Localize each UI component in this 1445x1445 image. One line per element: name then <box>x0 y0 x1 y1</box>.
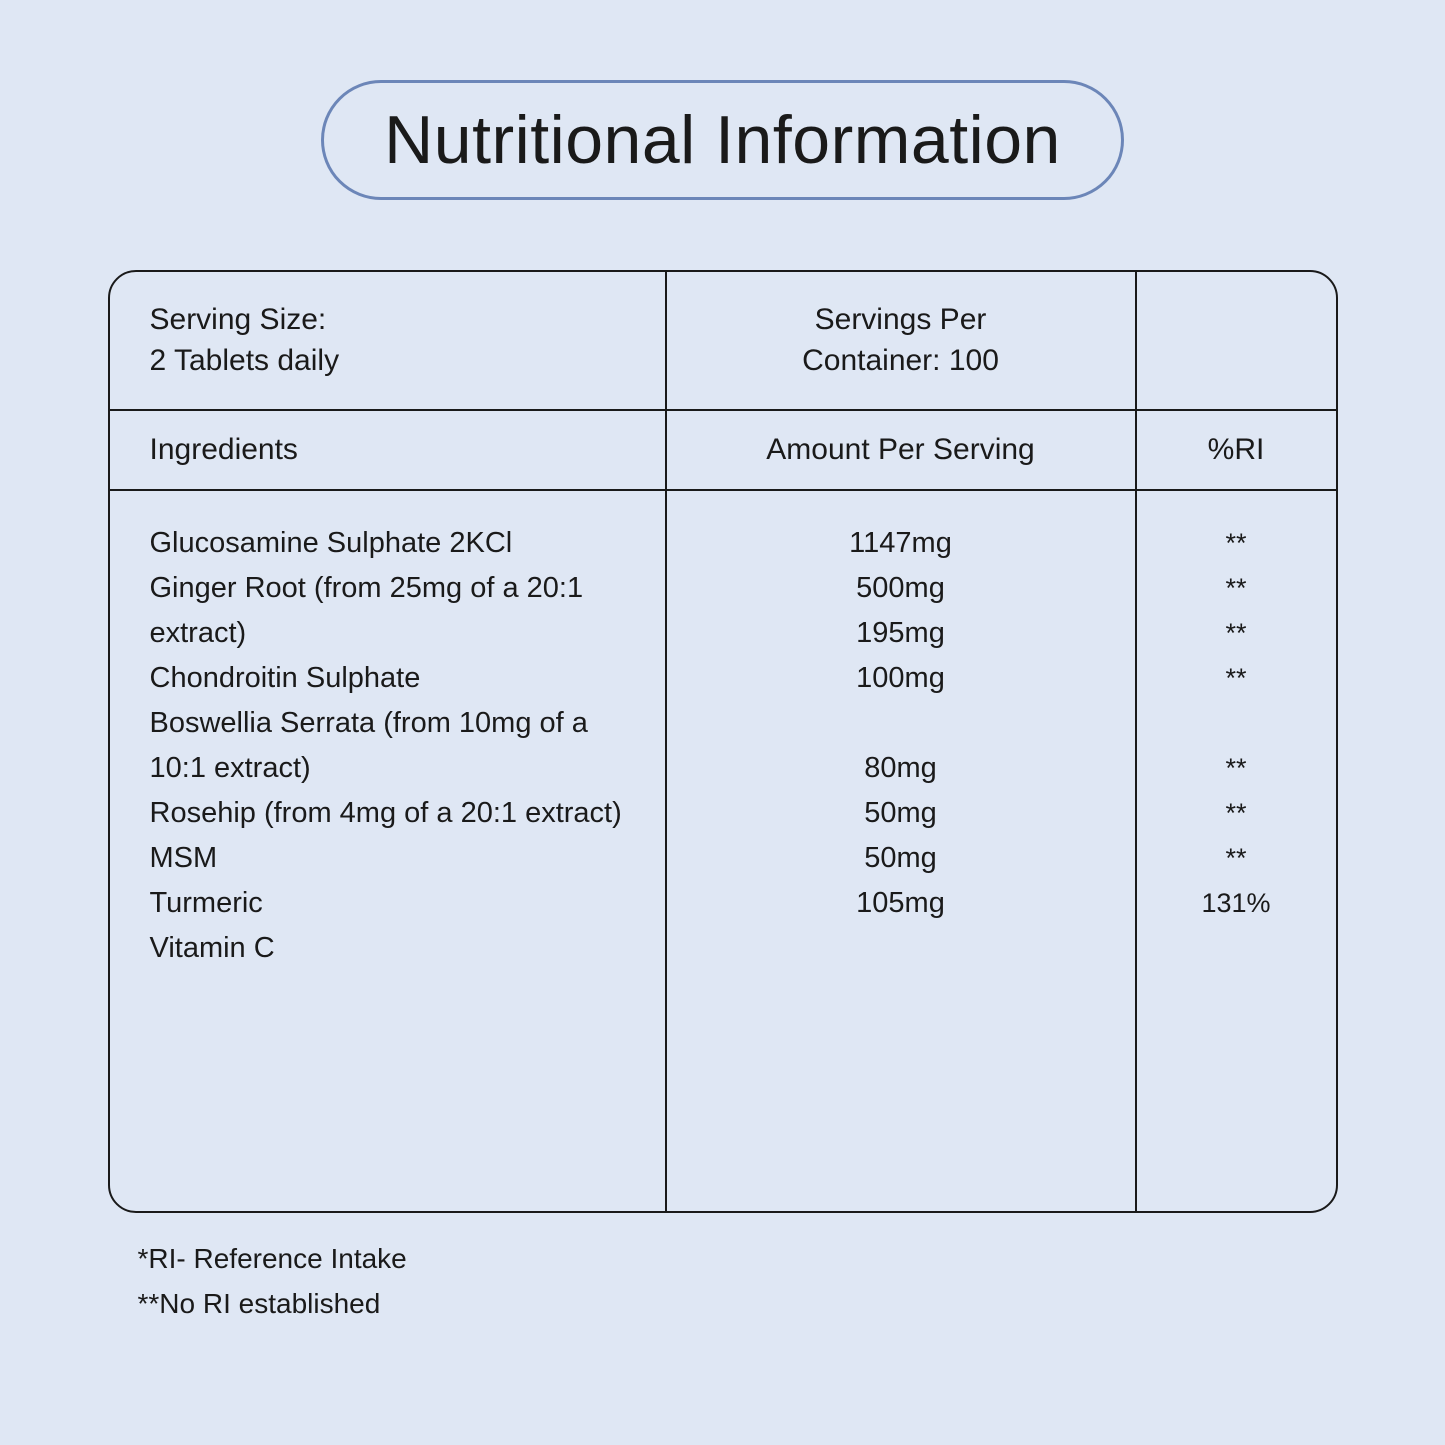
header-amount: Amount Per Serving <box>665 411 1135 489</box>
ingredient-name: Vitamin C <box>150 926 625 971</box>
ingredient-ri: ** <box>1147 521 1326 566</box>
page-title: Nutritional Information <box>384 101 1061 179</box>
ingredient-name: Chondroitin Sulphate <box>150 656 625 701</box>
ingredient-amount: 50mg <box>687 836 1115 881</box>
ingredient-ri: ** <box>1147 836 1326 881</box>
ingredient-amount: 80mg <box>687 746 1115 791</box>
servings-per-value: Container: 100 <box>707 341 1095 382</box>
header-row: Ingredients Amount Per Serving %RI <box>110 411 1336 491</box>
ingredient-name: Turmeric <box>150 881 625 926</box>
footnote-ri: *RI- Reference Intake <box>138 1237 1338 1282</box>
serving-size-label: Serving Size: <box>150 300 625 341</box>
ingredient-amount: 50mg <box>687 791 1115 836</box>
serving-blank-cell <box>1135 272 1336 409</box>
ingredients-column: Glucosamine Sulphate 2KClGinger Root (fr… <box>110 491 665 1211</box>
ingredient-name: Boswellia Serrata (from 10mg of a 10:1 e… <box>150 701 625 791</box>
ingredient-amount: 100mg <box>687 656 1115 746</box>
ingredient-name: Ginger Root (from 25mg of a 20:1 extract… <box>150 566 625 656</box>
serving-info-row: Serving Size: 2 Tablets daily Servings P… <box>110 272 1336 411</box>
ingredient-ri: ** <box>1147 656 1326 746</box>
ingredient-name: Glucosamine Sulphate 2KCl <box>150 521 625 566</box>
ingredient-amount: 500mg <box>687 566 1115 611</box>
header-ingredients: Ingredients <box>110 411 665 489</box>
ingredient-ri: 131% <box>1147 881 1326 926</box>
serving-size-cell: Serving Size: 2 Tablets daily <box>110 272 665 409</box>
header-ri: %RI <box>1135 411 1336 489</box>
nutrition-table: Serving Size: 2 Tablets daily Servings P… <box>108 270 1338 1213</box>
servings-per-cell: Servings Per Container: 100 <box>665 272 1135 409</box>
serving-size-value: 2 Tablets daily <box>150 341 625 382</box>
ingredient-amount: 105mg <box>687 881 1115 926</box>
ingredient-ri: ** <box>1147 746 1326 791</box>
ingredient-amount: 195mg <box>687 611 1115 656</box>
footnote-no-ri: **No RI established <box>138 1282 1338 1327</box>
title-pill: Nutritional Information <box>321 80 1124 200</box>
amounts-column: 1147mg500mg195mg100mg80mg50mg50mg105mg <box>665 491 1135 1211</box>
ingredient-name: Rosehip (from 4mg of a 20:1 extract) <box>150 791 625 836</box>
ingredient-ri: ** <box>1147 611 1326 656</box>
ri-column: **************131% <box>1135 491 1336 1211</box>
ingredient-ri: ** <box>1147 566 1326 611</box>
footnotes: *RI- Reference Intake **No RI establishe… <box>108 1237 1338 1327</box>
body-row: Glucosamine Sulphate 2KClGinger Root (fr… <box>110 491 1336 1211</box>
servings-per-label: Servings Per <box>707 300 1095 341</box>
ingredient-ri: ** <box>1147 791 1326 836</box>
ingredient-amount: 1147mg <box>687 521 1115 566</box>
ingredient-name: MSM <box>150 836 625 881</box>
